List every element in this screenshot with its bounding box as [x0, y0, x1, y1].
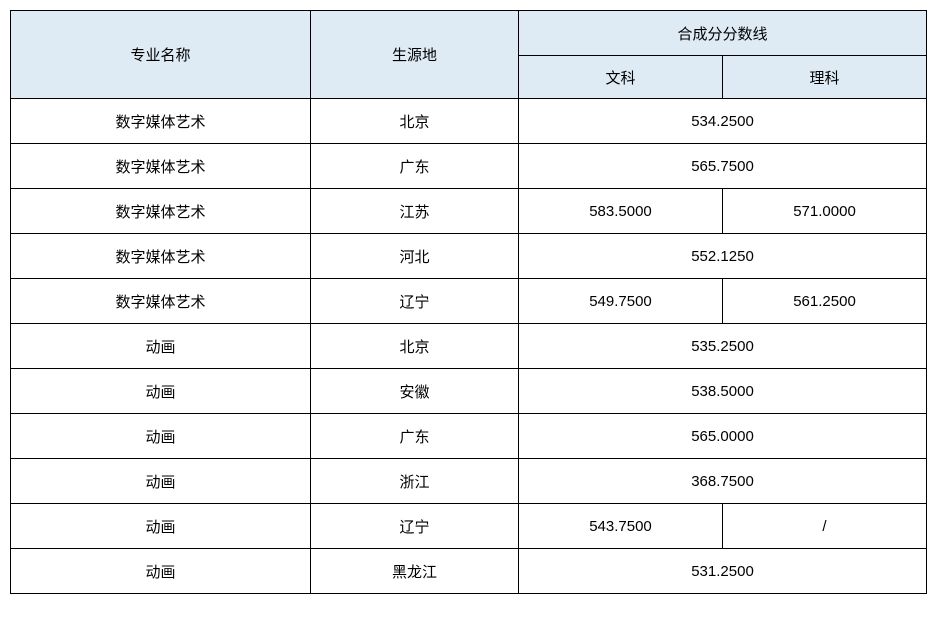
header-score-group: 合成分分数线 [519, 11, 927, 56]
table-row: 数字媒体艺术河北552.1250 [11, 234, 927, 279]
cell-score-wen: 549.7500 [519, 279, 723, 324]
cell-region: 黑龙江 [311, 549, 519, 594]
header-major: 专业名称 [11, 11, 311, 99]
cell-region: 浙江 [311, 459, 519, 504]
cell-major: 动画 [11, 504, 311, 549]
cell-score-li: / [723, 504, 927, 549]
cell-region: 辽宁 [311, 504, 519, 549]
cell-score-merged: 531.2500 [519, 549, 927, 594]
header-score-wen: 文科 [519, 56, 723, 99]
cell-major: 动画 [11, 324, 311, 369]
header-score-li: 理科 [723, 56, 927, 99]
table-row: 数字媒体艺术北京534.2500 [11, 99, 927, 144]
cell-score-merged: 535.2500 [519, 324, 927, 369]
table-body: 数字媒体艺术北京534.2500数字媒体艺术广东565.7500数字媒体艺术江苏… [11, 99, 927, 594]
table-row: 数字媒体艺术辽宁549.7500561.2500 [11, 279, 927, 324]
cell-region: 安徽 [311, 369, 519, 414]
cell-score-merged: 368.7500 [519, 459, 927, 504]
cell-major: 动画 [11, 414, 311, 459]
cell-score-merged: 565.7500 [519, 144, 927, 189]
cell-score-merged: 538.5000 [519, 369, 927, 414]
table-row: 动画浙江368.7500 [11, 459, 927, 504]
table-row: 数字媒体艺术广东565.7500 [11, 144, 927, 189]
cell-major: 数字媒体艺术 [11, 189, 311, 234]
cell-score-merged: 534.2500 [519, 99, 927, 144]
cell-score-wen: 583.5000 [519, 189, 723, 234]
cell-major: 数字媒体艺术 [11, 279, 311, 324]
cell-region: 辽宁 [311, 279, 519, 324]
cell-major: 数字媒体艺术 [11, 144, 311, 189]
table-row: 动画安徽538.5000 [11, 369, 927, 414]
table-row: 动画北京535.2500 [11, 324, 927, 369]
cell-major: 动画 [11, 549, 311, 594]
table-row: 动画黑龙江531.2500 [11, 549, 927, 594]
cell-region: 北京 [311, 99, 519, 144]
cell-major: 动画 [11, 459, 311, 504]
cell-score-li: 571.0000 [723, 189, 927, 234]
cell-major: 数字媒体艺术 [11, 234, 311, 279]
cell-score-merged: 552.1250 [519, 234, 927, 279]
cell-major: 数字媒体艺术 [11, 99, 311, 144]
cell-major: 动画 [11, 369, 311, 414]
table-header: 专业名称 生源地 合成分分数线 文科 理科 [11, 11, 927, 99]
score-table: 专业名称 生源地 合成分分数线 文科 理科 数字媒体艺术北京534.2500数字… [10, 10, 927, 594]
cell-region: 广东 [311, 144, 519, 189]
cell-region: 广东 [311, 414, 519, 459]
cell-score-wen: 543.7500 [519, 504, 723, 549]
header-region: 生源地 [311, 11, 519, 99]
cell-region: 河北 [311, 234, 519, 279]
table-row: 动画广东565.0000 [11, 414, 927, 459]
cell-score-merged: 565.0000 [519, 414, 927, 459]
cell-region: 江苏 [311, 189, 519, 234]
cell-region: 北京 [311, 324, 519, 369]
table-row: 数字媒体艺术江苏583.5000571.0000 [11, 189, 927, 234]
table-row: 动画辽宁543.7500/ [11, 504, 927, 549]
cell-score-li: 561.2500 [723, 279, 927, 324]
